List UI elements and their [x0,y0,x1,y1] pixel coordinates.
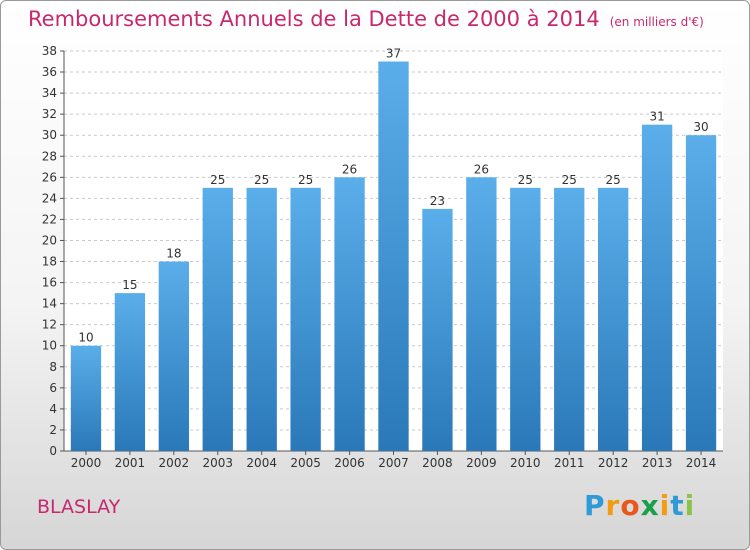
bar [334,177,365,451]
y-tick-label: 22 [42,212,57,226]
data-label: 37 [386,47,401,61]
y-tick-label: 10 [42,339,57,353]
data-label: 25 [606,173,621,187]
bar [466,177,497,451]
data-label: 30 [693,120,708,134]
x-tick-label: 2013 [642,456,673,470]
x-tick-label: 2000 [71,456,102,470]
y-tick-label: 34 [42,86,57,100]
y-tick-label: 36 [42,65,57,79]
x-tick-label: 2011 [554,456,585,470]
y-tick-label: 0 [49,444,57,458]
x-tick-label: 2001 [115,456,146,470]
data-label: 25 [210,173,225,187]
bar [158,261,189,451]
bar [598,187,629,451]
y-tick-label: 8 [49,360,57,374]
bar [378,61,409,452]
y-tick-label: 6 [49,381,57,395]
data-label: 10 [78,331,93,345]
y-tick-label: 16 [42,276,57,290]
bar [510,187,541,451]
bar [70,345,102,451]
data-label: 26 [342,162,357,176]
x-tick-label: 2014 [686,456,717,470]
x-tick-label: 2012 [598,456,629,470]
x-tick-label: 2008 [422,456,453,470]
chart-unit-label: (en milliers d'€) [609,15,704,29]
data-label: 25 [562,173,577,187]
data-label: 25 [254,173,269,187]
place-name: BLASLAY [37,496,121,518]
data-label: 18 [166,247,181,261]
x-tick-label: 2003 [202,456,233,470]
y-tick-label: 24 [42,191,57,205]
data-label: 25 [298,173,313,187]
data-label: 25 [518,173,533,187]
x-tick-label: 2002 [159,456,190,470]
data-label: 26 [474,162,489,176]
x-tick-label: 2004 [246,456,277,470]
y-tick-label: 26 [42,170,57,184]
data-label: 23 [430,194,445,208]
bar [246,187,277,451]
x-tick-label: 2005 [290,456,321,470]
x-tick-label: 2009 [466,456,497,470]
y-tick-label: 2 [49,423,57,437]
data-label: 31 [649,110,664,124]
bar [114,293,146,451]
bar [422,208,453,451]
y-tick-label: 32 [42,107,57,121]
bar [685,135,717,452]
y-tick-label: 12 [42,318,57,332]
x-tick-label: 2007 [378,456,409,470]
y-tick-label: 38 [42,44,57,58]
x-tick-label: 2010 [510,456,541,470]
y-tick-label: 4 [49,402,57,416]
bar [554,187,585,451]
data-label: 15 [122,278,137,292]
bar [202,187,233,451]
y-tick-label: 20 [42,233,57,247]
proxiti-logo: Proxiti [584,489,696,522]
chart-title: Remboursements Annuels de la Dette de 20… [28,7,704,31]
bar [290,187,321,451]
x-tick-label: 2006 [334,456,365,470]
y-tick-label: 18 [42,255,57,269]
chart-title-text: Remboursements Annuels de la Dette de 20… [28,7,600,31]
y-tick-label: 28 [42,149,57,163]
y-tick-label: 30 [42,128,57,142]
y-tick-label: 14 [42,297,57,311]
bar [641,124,673,452]
